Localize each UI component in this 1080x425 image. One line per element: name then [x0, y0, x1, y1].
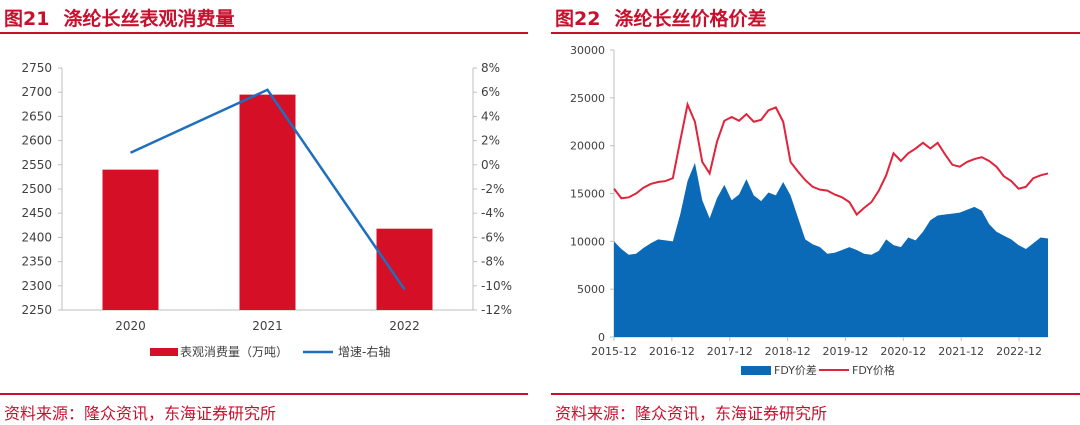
x-tick-label: 2020-12: [880, 345, 926, 358]
y-tick-label: 25000: [570, 92, 605, 105]
y-tick-label: 5000: [577, 283, 605, 296]
y-tick-label: 2650: [21, 109, 52, 123]
x-tick-label: 2021-12: [938, 345, 984, 358]
y-tick-label: 2300: [21, 279, 52, 293]
panel-apparent-consumption: 图21 涤纶长丝表观消费量 2250 2300 2350 2400 2450 2500 255…: [0, 0, 528, 425]
y-tick-label: 2600: [21, 134, 52, 148]
y2-tick-label: -2%: [481, 182, 504, 196]
x-tick-label: 2022: [389, 319, 420, 333]
growth-rate-line: [129, 88, 406, 291]
y-tick-label: 2250: [21, 303, 52, 317]
fdy-spread-area: [614, 162, 1048, 337]
title-rule: [551, 32, 1080, 34]
figure-title: 图21 涤纶长丝表观消费量: [4, 4, 234, 31]
y-tick-label: 2450: [21, 206, 52, 220]
figure-title-text: 涤纶长丝价格价差: [614, 8, 767, 30]
y-tick-label: 15000: [570, 188, 605, 201]
bar-2020: [102, 169, 159, 310]
x-tick-label: 2020: [115, 319, 146, 333]
y2-tick-label: 4%: [481, 109, 500, 123]
y-tick-label: 2400: [21, 230, 52, 244]
y2-tick-label: 2%: [481, 134, 500, 148]
x-tick-label: 2019-12: [822, 345, 868, 358]
figure-title-text: 涤纶长丝表观消费量: [63, 8, 235, 30]
x-tick-label: 2022-12: [996, 345, 1042, 358]
y-tick-label: 20000: [570, 140, 605, 153]
source-rule: [0, 393, 528, 395]
source-note: 资料来源：隆众资讯，东海证券研究所: [4, 404, 277, 423]
y2-tick-label: -8%: [481, 255, 504, 269]
x-tick-label: 2017-12: [707, 345, 753, 358]
y2-tick-label: -4%: [481, 206, 504, 220]
figure-number: 图22: [555, 8, 601, 30]
y2-tick-label: -12%: [481, 303, 512, 317]
panel-price-spread: 图22 涤纶长丝价格价差 0 5000 10000 15000 20000 25000 300…: [551, 0, 1080, 425]
y-tick-label: 2350: [21, 255, 52, 269]
y-tick-label: 2550: [21, 158, 52, 172]
y-tick-label: 30000: [570, 44, 605, 57]
bar-2021: [239, 94, 296, 310]
x-tick-label: 2021: [252, 319, 283, 333]
x-tick-label: 2016-12: [649, 345, 695, 358]
figure-title: 图22 涤纶长丝价格价差: [555, 4, 766, 31]
legend-area-label: FDY价差: [774, 363, 817, 377]
legend-area-swatch: [741, 366, 771, 375]
y2-tick-label: -6%: [481, 230, 504, 244]
legend-bar-swatch: [150, 348, 178, 356]
y2-tick-label: 0%: [481, 158, 500, 172]
x-tick-label: 2015-12: [591, 345, 637, 358]
y-tick-label: 2500: [21, 182, 52, 196]
x-tick-label: 2018-12: [765, 345, 811, 358]
y-tick-label: 0: [598, 331, 605, 344]
y-tick-label: 2750: [21, 61, 52, 75]
figure-number: 图21: [4, 8, 50, 30]
bar-2022: [376, 228, 433, 310]
consumption-chart: 2250 2300 2350 2400 2450 2500 2550 2600 2650 2700…: [21, 61, 512, 359]
y-tick-label: 10000: [570, 235, 605, 248]
legend-line-label: FDY价格: [852, 363, 895, 377]
y-tick-label: 2700: [21, 85, 52, 99]
y2-tick-label: -10%: [481, 279, 512, 293]
source-rule: [551, 393, 1080, 395]
price-spread-chart: 0 5000 10000 15000 20000 25000 30000 2015-12 201…: [570, 44, 1049, 377]
y2-tick-label: 8%: [481, 61, 500, 75]
legend-bar-label: 表观消费量（万吨）: [180, 345, 288, 359]
title-rule: [0, 32, 528, 34]
fdy-price-line: [613, 101, 1049, 217]
source-note: 资料来源：隆众资讯，东海证券研究所: [555, 404, 828, 423]
y2-tick-label: 6%: [481, 85, 500, 99]
legend-line-label: 增速-右轴: [338, 344, 390, 359]
